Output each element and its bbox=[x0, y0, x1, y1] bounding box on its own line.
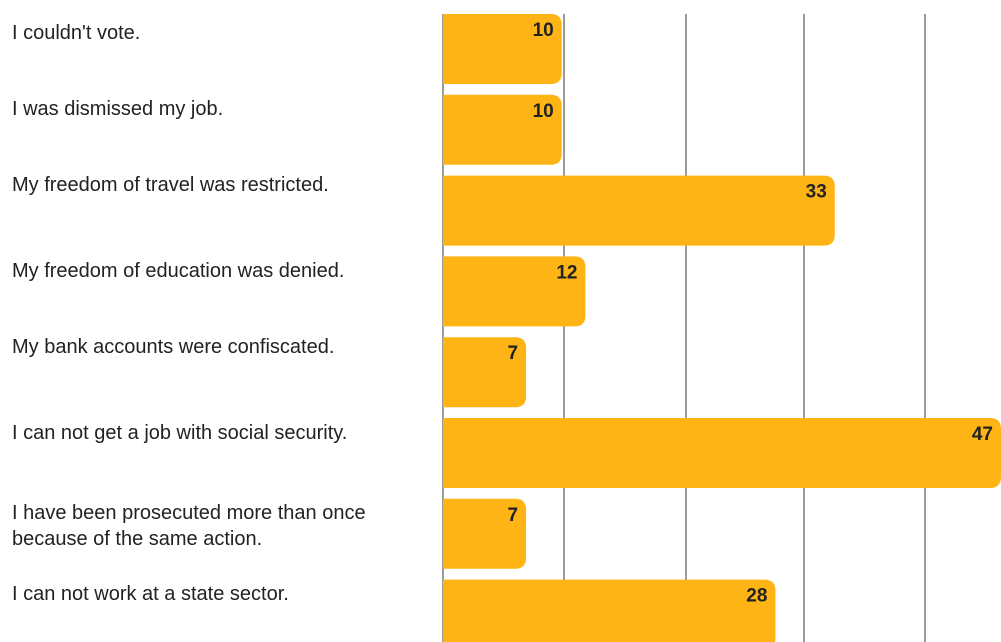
category-label: I can not work at a state sector. bbox=[12, 583, 289, 605]
bar bbox=[443, 498, 527, 569]
category-label: My bank accounts were confiscated. bbox=[12, 336, 335, 358]
bar-value-label: 7 bbox=[508, 343, 519, 364]
bar-value-label: 28 bbox=[746, 586, 767, 607]
bar bbox=[443, 579, 776, 642]
category-label: I was dismissed my job. bbox=[12, 98, 224, 120]
category-labels: I couldn't vote. I was dismissed my job. M… bbox=[0, 0, 440, 642]
bar bbox=[443, 175, 835, 246]
category-label: I couldn't vote. bbox=[12, 22, 141, 44]
bar bbox=[443, 256, 586, 327]
bar-value-label: 12 bbox=[556, 262, 577, 283]
category-label: My freedom of travel was restricted. bbox=[12, 174, 329, 196]
bar-value-label: 33 bbox=[806, 182, 827, 203]
bar-value-label: 10 bbox=[533, 20, 554, 41]
category-label: I have been prosecuted more than once be… bbox=[12, 502, 366, 550]
bar bbox=[443, 418, 1001, 488]
bar bbox=[443, 94, 562, 165]
bar-value-label: 7 bbox=[508, 505, 519, 526]
bar-value-label: 10 bbox=[533, 101, 554, 122]
category-label: I can not get a job with social security… bbox=[12, 422, 348, 444]
bar bbox=[443, 14, 562, 84]
bar-value-label: 47 bbox=[972, 424, 993, 445]
bar bbox=[443, 337, 527, 408]
category-label: My freedom of education was denied. bbox=[12, 260, 345, 282]
